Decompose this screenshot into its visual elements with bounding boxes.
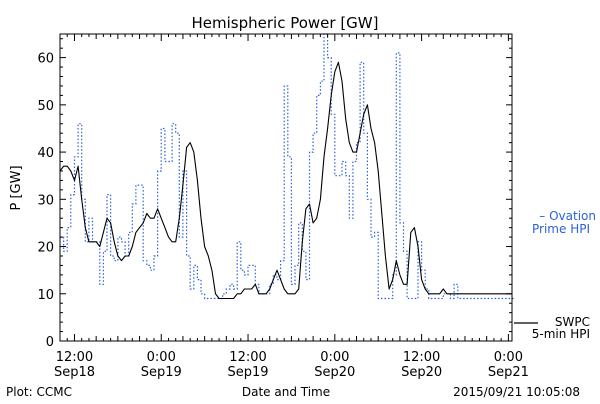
footer-plot-credit: Plot: CCMC xyxy=(6,385,72,399)
plot-frame xyxy=(59,33,513,342)
series-line-ovation-prime xyxy=(60,33,516,300)
x-tick-date: Sep21 xyxy=(488,365,529,380)
y-tick-label: 30 xyxy=(37,193,54,208)
y-axis-ticks: 0 10 20 30 40 50 60 xyxy=(37,38,512,350)
x-axis-ticks: 12:00Sep180:00Sep1912:00Sep190:00Sep2012… xyxy=(54,34,529,380)
y-tick-label: 20 xyxy=(37,241,54,256)
series-layer xyxy=(59,33,516,300)
x-tick-date: Sep19 xyxy=(228,365,269,380)
x-tick-date: Sep20 xyxy=(401,365,442,380)
y-tick-label: 10 xyxy=(37,288,54,303)
legend-ovation-line1: – Ovation xyxy=(539,209,596,223)
x-tick-time: 12:00 xyxy=(56,350,93,365)
y-tick-label: 40 xyxy=(37,146,54,161)
legend-swpc-line1: SWPC xyxy=(555,315,590,329)
y-tick-label: 0 xyxy=(46,335,54,350)
series-line-swpc-hpi xyxy=(59,61,512,300)
x-tick-time: 0:00 xyxy=(320,350,349,365)
legend-ovation-prime: – Ovation Prime HPI xyxy=(532,209,596,236)
legend-swpc-hpi: SWPC 5-min HPI xyxy=(514,315,590,341)
footer-timestamp: 2015/09/21 10:05:08 xyxy=(453,385,580,399)
x-tick-date: Sep20 xyxy=(314,365,355,380)
x-tick-time: 0:00 xyxy=(494,350,523,365)
x-tick-time: 12:00 xyxy=(229,350,266,365)
y-tick-label: 60 xyxy=(37,52,54,67)
x-tick-time: 12:00 xyxy=(403,350,440,365)
y-axis-label: P [GW] xyxy=(9,165,24,210)
x-tick-date: Sep19 xyxy=(141,365,182,380)
x-tick-date: Sep18 xyxy=(54,365,95,380)
y-tick-label: 50 xyxy=(37,99,54,114)
x-tick-time: 0:00 xyxy=(147,350,176,365)
x-axis-label: Date and Time xyxy=(242,385,330,399)
legend-swpc-line2: 5-min HPI xyxy=(532,327,590,341)
legend-ovation-line2: Prime HPI xyxy=(532,222,590,236)
chart-title: Hemispheric Power [GW] xyxy=(192,14,379,32)
